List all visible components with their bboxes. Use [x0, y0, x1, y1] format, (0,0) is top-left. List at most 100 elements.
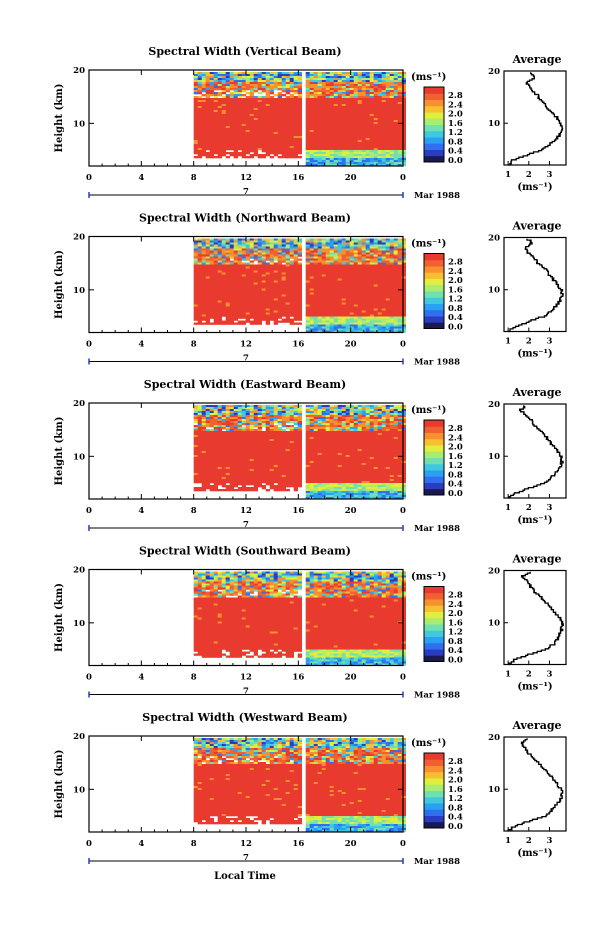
heatmap-cell: [209, 274, 214, 277]
heatmap-cell: [321, 92, 326, 95]
heatmap-cell: [245, 86, 250, 89]
heatmap-cell: [257, 248, 262, 251]
heatmap-cell: [217, 278, 222, 281]
heatmap-cell: [241, 148, 246, 151]
heatmap-cell: [397, 142, 402, 145]
heatmap-cell: [297, 114, 302, 117]
heatmap-cell: [197, 106, 202, 109]
heatmap-cell: [385, 286, 390, 289]
x-tick-label: 8: [191, 173, 197, 183]
heatmap-cell: [241, 300, 246, 303]
heatmap-cell: [289, 84, 294, 87]
heatmap-cell: [201, 256, 206, 259]
heatmap-cell: [345, 270, 350, 273]
heatmap-cell: [201, 270, 206, 273]
heatmap-cell: [341, 260, 346, 263]
heatmap-cell: [237, 270, 242, 273]
heatmap-cell: [397, 310, 402, 313]
heatmap-cell: [205, 405, 210, 408]
heatmap-cell: [209, 94, 214, 97]
heatmap-cell: [305, 330, 310, 333]
heatmap-cell: [397, 134, 402, 137]
heatmap-cell: [273, 146, 278, 149]
colorbar-tick-label: 2.8: [448, 91, 463, 101]
heatmap-cell: [385, 252, 390, 255]
heatmap-cell: [241, 150, 246, 153]
heatmap-cell: [253, 86, 258, 89]
heatmap-cell: [329, 120, 334, 123]
heatmap-cell: [337, 92, 342, 95]
heatmap-cell: [277, 268, 282, 271]
heatmap-cell: [237, 272, 242, 275]
heatmap-cell: [193, 286, 198, 289]
heatmap-cell: [397, 92, 402, 95]
heatmap-cell: [245, 300, 250, 303]
heatmap-cell: [245, 312, 250, 315]
heatmap-cell: [325, 264, 330, 267]
heatmap-cell: [289, 96, 294, 99]
heatmap-cell: [401, 100, 406, 103]
heatmap-cell: [365, 112, 370, 115]
heatmap-cell: [285, 246, 290, 249]
heatmap-cell: [381, 324, 386, 327]
heatmap-cell: [193, 246, 198, 249]
heatmap-cell: [289, 78, 294, 81]
heatmap-cell: [401, 126, 406, 129]
heatmap-cell: [353, 134, 358, 137]
heatmap-cell: [349, 94, 354, 97]
heatmap-cell: [385, 298, 390, 301]
heatmap-cell: [193, 479, 198, 482]
heatmap-cell: [385, 72, 390, 75]
heatmap-cell: [361, 118, 366, 121]
heatmap-cell: [385, 100, 390, 103]
heatmap-cell: [401, 240, 406, 243]
heatmap-cell: [297, 274, 302, 277]
heatmap-cell: [309, 74, 314, 77]
heatmap-cell: [365, 318, 370, 321]
heatmap-cell: [317, 92, 322, 95]
heatmap-cell: [337, 302, 342, 305]
heatmap-cell: [201, 459, 206, 462]
heatmap-cell: [205, 471, 210, 474]
heatmap-cell: [245, 92, 250, 95]
heatmap-cell: [241, 88, 246, 91]
heatmap-cell: [201, 124, 206, 127]
heatmap-cell: [357, 240, 362, 243]
heatmap-cell: [273, 280, 278, 283]
colorbar-swatch: [424, 87, 444, 94]
heatmap-cell: [305, 324, 310, 327]
heatmap-cell: [241, 74, 246, 77]
heatmap-cell: [349, 146, 354, 149]
heatmap-cell: [229, 248, 234, 251]
heatmap-cell: [193, 270, 198, 273]
heatmap-cell: [213, 130, 218, 133]
heatmap-cell: [265, 320, 270, 323]
heatmap-cell: [257, 284, 262, 287]
heatmap-cell: [273, 254, 278, 257]
heatmap-cell: [213, 94, 218, 97]
heatmap-cell: [393, 120, 398, 123]
heatmap-cell: [401, 278, 406, 281]
heatmap-cell: [385, 88, 390, 91]
heatmap-cell: [369, 126, 374, 129]
heatmap-cell: [389, 90, 394, 93]
heatmap-cell: [293, 142, 298, 145]
heatmap-cell: [397, 264, 402, 267]
heatmap-cell: [365, 118, 370, 121]
heatmap-cell: [357, 256, 362, 259]
heatmap-cell: [345, 72, 350, 75]
heatmap-cell: [309, 138, 314, 141]
heatmap-cell: [337, 136, 342, 139]
heatmap-cell: [361, 148, 366, 151]
heatmap-cell: [221, 252, 226, 255]
heatmap-cell: [253, 74, 258, 77]
heatmap-cell: [249, 102, 254, 105]
heatmap-cell: [205, 138, 210, 141]
heatmap-cell: [213, 96, 218, 99]
heatmap-cell: [377, 100, 382, 103]
heatmap-cell: [333, 144, 338, 147]
heatmap-cell: [365, 148, 370, 151]
heatmap-cell: [277, 108, 282, 111]
heatmap-cell: [313, 264, 318, 267]
heatmap-cell: [321, 82, 326, 85]
